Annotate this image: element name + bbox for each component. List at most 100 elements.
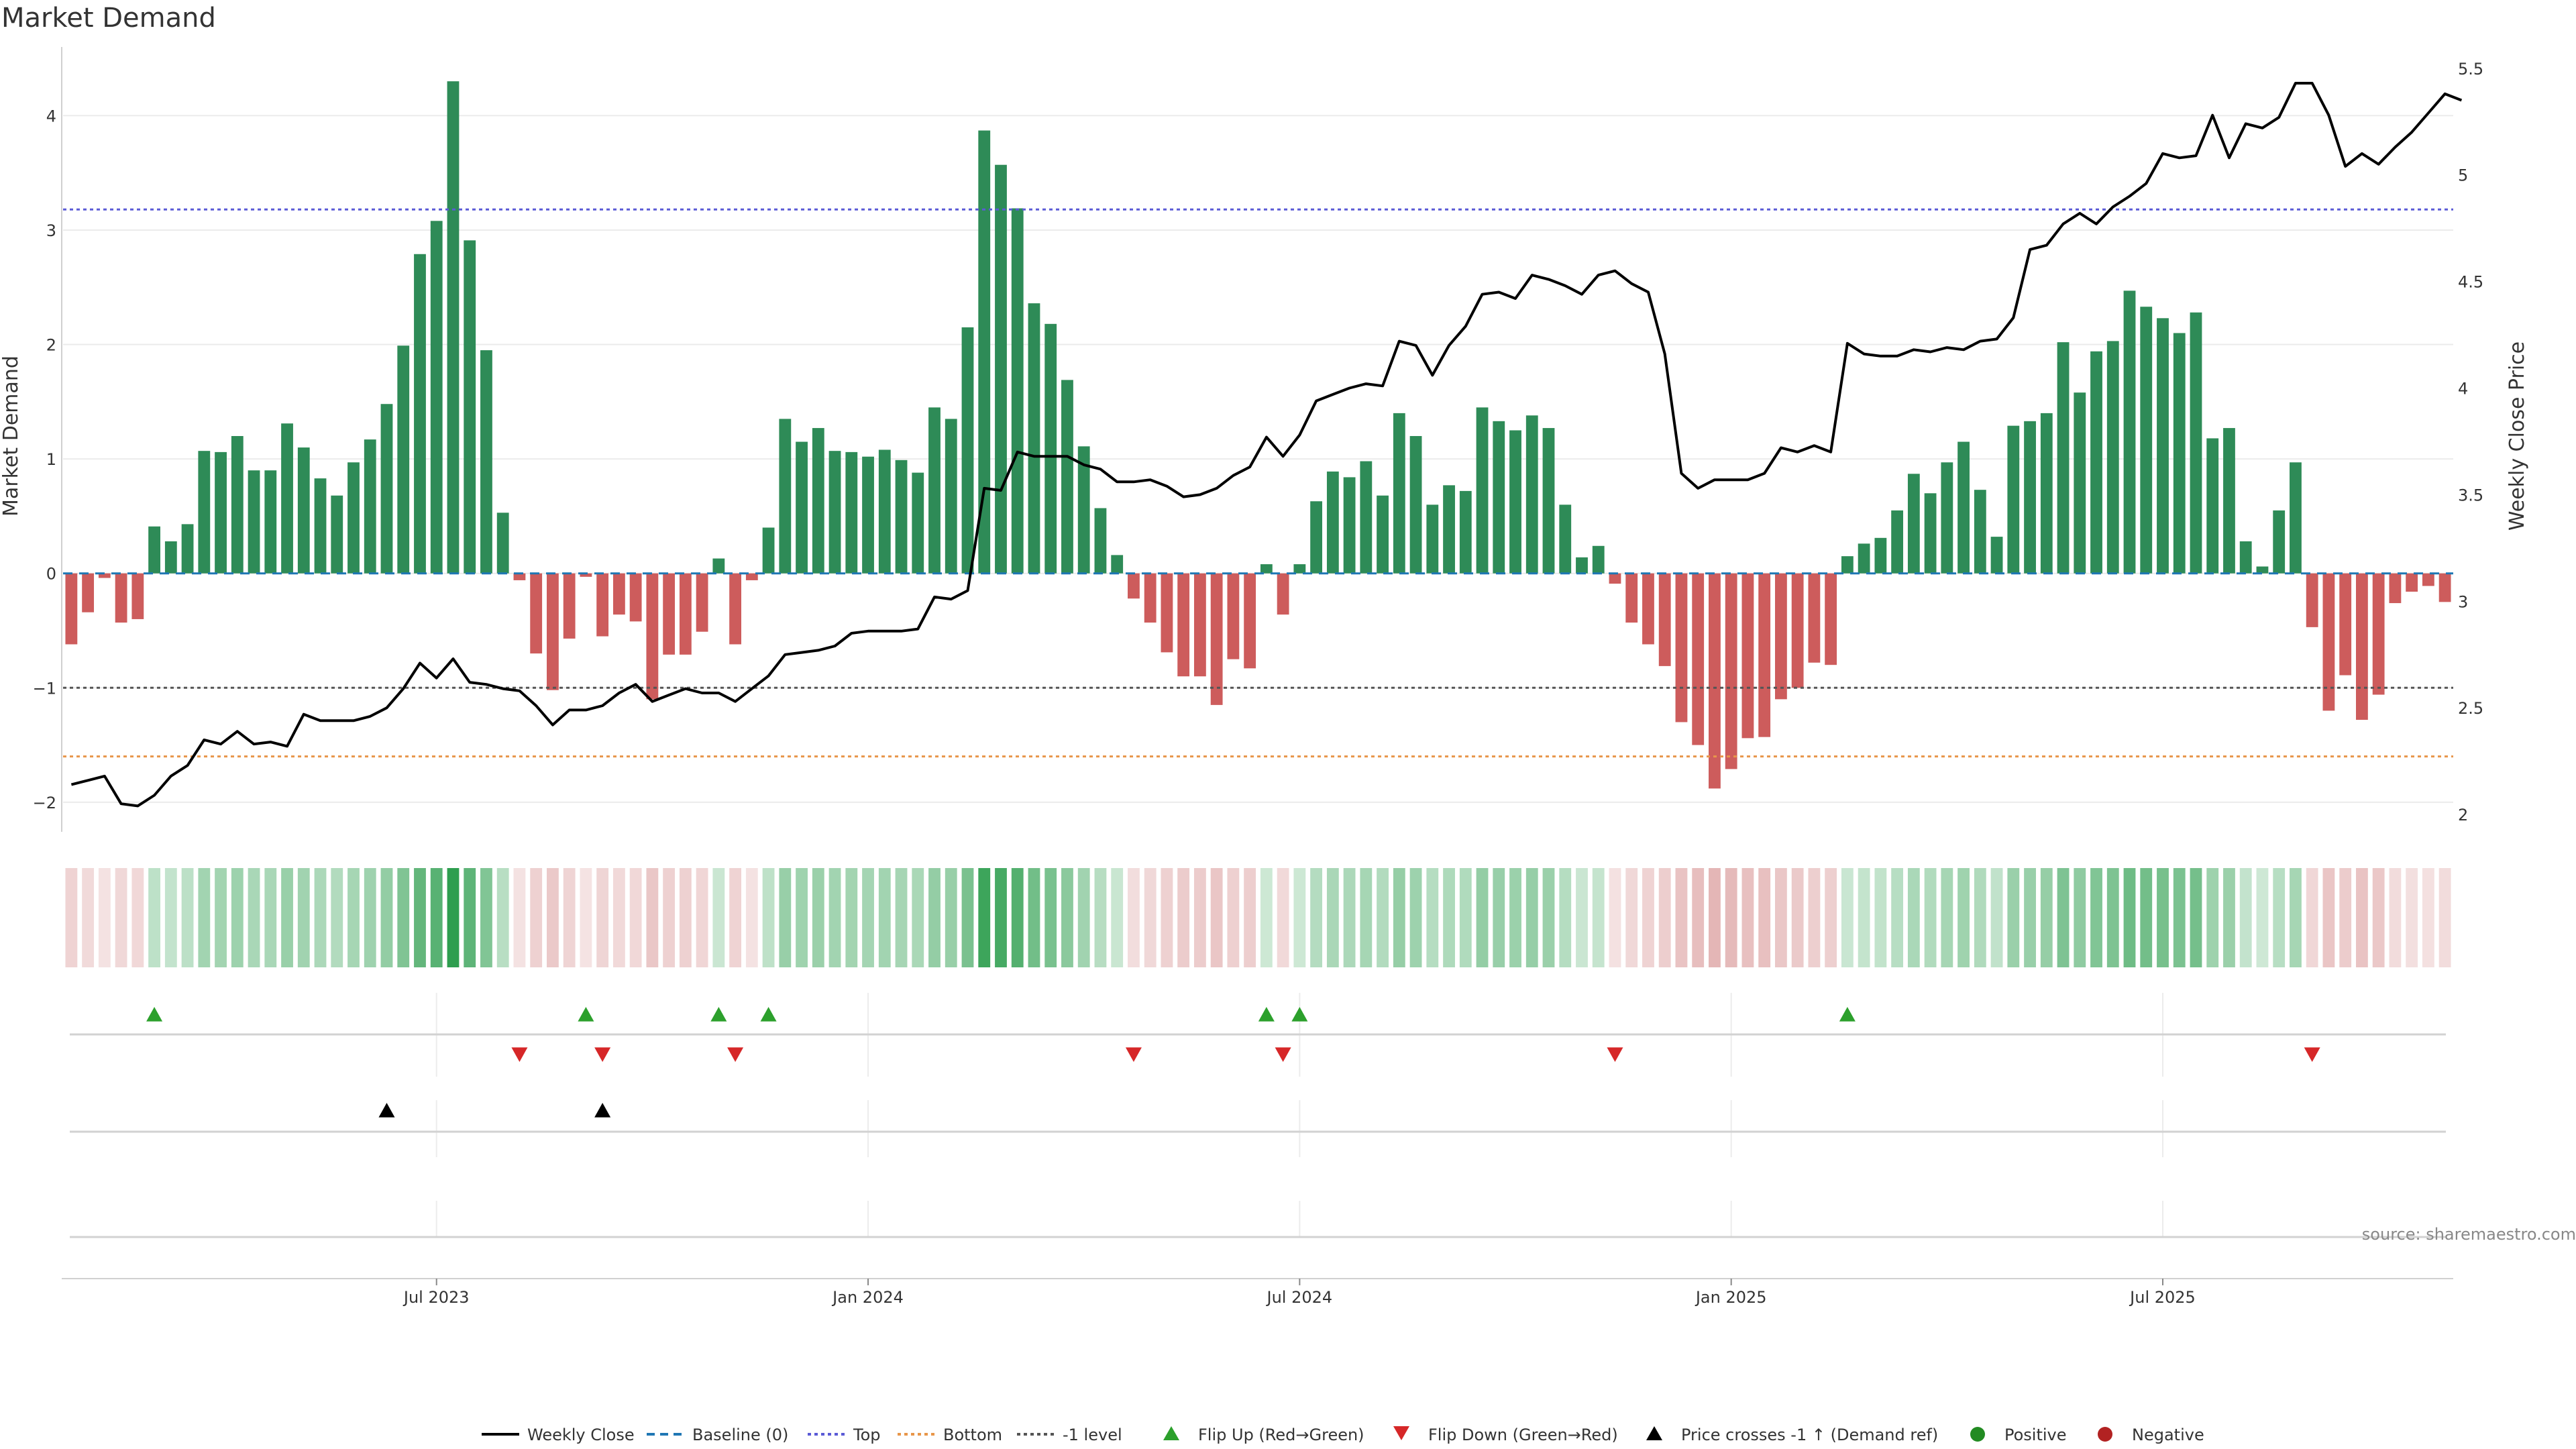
legend-label: Top — [853, 1426, 881, 1444]
demand-bar — [1128, 573, 1140, 599]
heat-cell — [397, 868, 410, 967]
demand-bar — [1509, 430, 1521, 574]
heat-cell — [1393, 868, 1405, 967]
demand-bar — [164, 541, 177, 574]
heat-cell — [2106, 868, 2119, 967]
heat-cell — [646, 868, 659, 967]
demand-bar — [1360, 461, 1373, 574]
heat-cell — [1111, 868, 1124, 967]
demand-bar — [496, 513, 509, 574]
demand-bar — [1177, 573, 1190, 677]
heat-cell — [1592, 868, 1605, 967]
legend-label: Baseline (0) — [692, 1426, 788, 1444]
demand-bar — [1725, 573, 1737, 769]
heat-cell — [912, 868, 924, 967]
heat-cell — [2223, 868, 2235, 967]
flip-up-marker — [710, 1007, 727, 1022]
demand-bar — [762, 527, 775, 574]
heat-cell — [1128, 868, 1140, 967]
flip-up-marker — [146, 1007, 163, 1022]
demand-bar — [961, 327, 974, 574]
demand-bar — [1227, 573, 1240, 659]
demand-bar — [629, 573, 642, 622]
heat-cell — [2123, 868, 2136, 967]
demand-bar — [2206, 438, 2219, 574]
heat-cell — [796, 868, 808, 967]
y2-tick-label: 5.5 — [2458, 60, 2483, 78]
demand-bar — [2157, 318, 2169, 574]
demand-bar — [1609, 573, 1621, 584]
heat-cell — [1061, 868, 1073, 967]
heat-cell — [1077, 868, 1090, 967]
heat-cell — [1360, 868, 1373, 967]
demand-bar — [2256, 566, 2269, 574]
heat-cell — [845, 868, 858, 967]
heat-cell — [1774, 868, 1787, 967]
heat-cell — [878, 868, 891, 967]
heat-cell — [1193, 868, 1206, 967]
legend-swatch-price_cross — [1646, 1426, 1662, 1440]
demand-bar — [1576, 557, 1588, 574]
demand-bar — [181, 524, 194, 574]
heat-cell — [828, 868, 841, 967]
demand-bar — [1459, 490, 1472, 574]
demand-bar — [1592, 545, 1605, 574]
heat-cell — [82, 868, 95, 967]
demand-bar — [1974, 490, 1986, 574]
demand-bar — [297, 447, 310, 574]
demand-bar — [1326, 471, 1339, 574]
heat-cell — [1874, 868, 1887, 967]
heat-cell — [1210, 868, 1223, 967]
source-note: source: sharemaestro.com — [2362, 1225, 2576, 1244]
heat-cell — [131, 868, 144, 967]
demand-bar — [928, 407, 941, 574]
heat-cell — [1044, 868, 1057, 967]
demand-bar — [1709, 573, 1721, 789]
heat-cell — [1459, 868, 1472, 967]
flip-up-marker — [578, 1007, 594, 1022]
heat-cell — [945, 868, 957, 967]
demand-bar — [2339, 573, 2352, 676]
heat-cell — [1476, 868, 1489, 967]
heat-cell — [745, 868, 758, 967]
heat-cell — [2290, 868, 2302, 967]
demand-bar — [1874, 537, 1887, 574]
demand-bar — [248, 470, 260, 574]
heat-cell — [1509, 868, 1521, 967]
heat-cell — [115, 868, 127, 967]
demand-bar — [1758, 573, 1771, 737]
heat-cell — [2438, 868, 2451, 967]
heat-cell — [1642, 868, 1654, 967]
y-tick-label: 4 — [46, 107, 56, 125]
heat-cell — [1559, 868, 1572, 967]
event-panels — [70, 993, 2446, 1238]
heat-cell — [1658, 868, 1671, 967]
flip-down-marker — [727, 1047, 744, 1062]
heat-cell — [314, 868, 327, 967]
demand-bar — [2356, 573, 2368, 720]
heat-cell — [1326, 868, 1339, 967]
demand-bar — [1924, 493, 1937, 574]
heat-cell — [65, 868, 78, 967]
heat-cell — [2140, 868, 2153, 967]
demand-bar — [1476, 407, 1489, 574]
demand-bar — [2140, 307, 2153, 574]
y2-tick-label: 3 — [2458, 592, 2468, 611]
demand-bar — [430, 221, 443, 574]
heat-cell — [895, 868, 908, 967]
y-tick-label: 2 — [46, 336, 56, 355]
y-tick-label: 1 — [46, 450, 56, 469]
heat-cell — [1709, 868, 1721, 967]
heat-cell — [1409, 868, 1422, 967]
heat-cell — [2372, 868, 2385, 967]
demand-bar — [1990, 537, 2003, 574]
heat-cell — [1525, 868, 1538, 967]
demand-bar — [1144, 573, 1157, 623]
heat-cell — [2406, 868, 2418, 967]
heat-cell — [712, 868, 725, 967]
heat-cell — [1841, 868, 1854, 967]
heat-cell — [281, 868, 293, 967]
heat-cell — [1277, 868, 1289, 967]
demand-bar — [1028, 303, 1040, 574]
demand-bar — [2389, 573, 2402, 604]
